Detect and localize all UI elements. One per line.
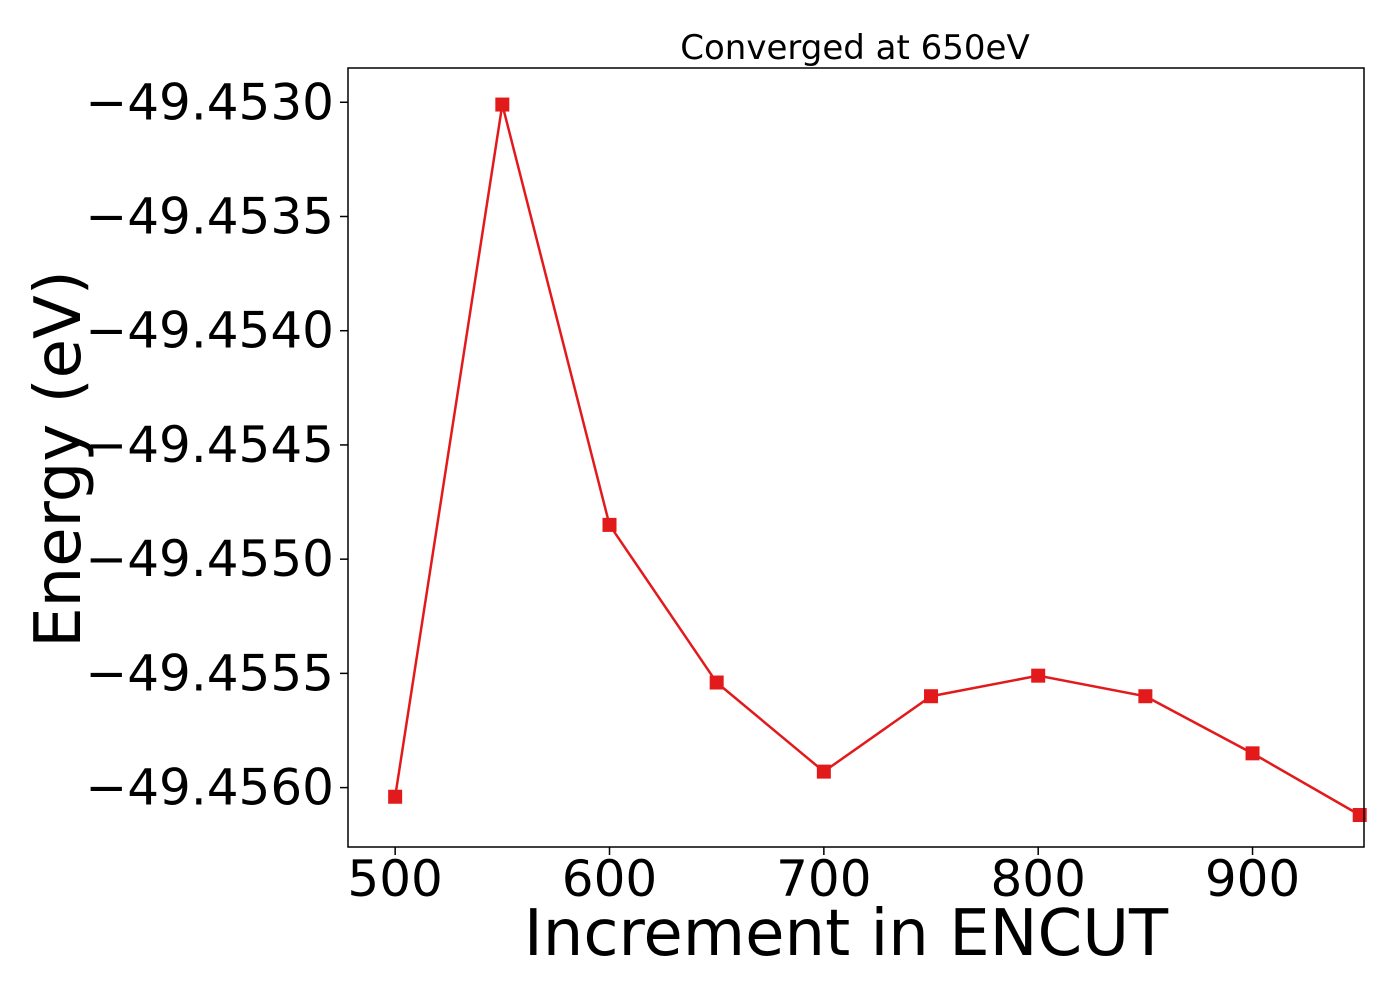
- x-tick-label: 500: [347, 850, 442, 908]
- data-point-marker: [388, 789, 403, 804]
- plot-background: [348, 68, 1364, 847]
- y-tick-label: −49.4540: [85, 302, 334, 360]
- y-tick-label: −49.4530: [85, 73, 334, 131]
- y-tick-label: −49.4545: [85, 416, 334, 474]
- series-layer: [388, 97, 1367, 823]
- x-axis-ticks: 500 600 700 800 900: [347, 847, 1300, 908]
- data-point-marker: [816, 764, 831, 779]
- y-tick-label: −49.4550: [85, 530, 334, 588]
- x-tick-label: 800: [990, 850, 1085, 908]
- x-tick-label: 700: [776, 850, 871, 908]
- data-point-marker: [1138, 689, 1153, 704]
- data-point-marker: [1352, 808, 1367, 823]
- x-tick-label: 600: [562, 850, 657, 908]
- data-point-marker: [495, 97, 510, 112]
- y-tick-label: −49.4560: [85, 759, 334, 817]
- y-axis-ticks: −49.4560 −49.4555 −49.4550 −49.4545 −49.4540…: [85, 73, 348, 817]
- x-tick-label: 900: [1205, 850, 1300, 908]
- data-point-marker: [924, 689, 939, 704]
- data-point-marker: [602, 517, 617, 532]
- data-point-marker: [1245, 746, 1260, 761]
- y-tick-label: −49.4535: [85, 187, 334, 245]
- y-tick-label: −49.4555: [85, 644, 334, 702]
- data-point-marker: [1031, 668, 1046, 683]
- x-axis-label: Increment in ENCUT: [524, 897, 1169, 971]
- plot-frame: [347, 67, 1365, 848]
- y-axis-label: Energy (eV): [22, 270, 96, 648]
- series-line: [393, 104, 1361, 817]
- chart-title: Converged at 650eV: [680, 28, 1029, 68]
- data-point-marker: [709, 675, 724, 690]
